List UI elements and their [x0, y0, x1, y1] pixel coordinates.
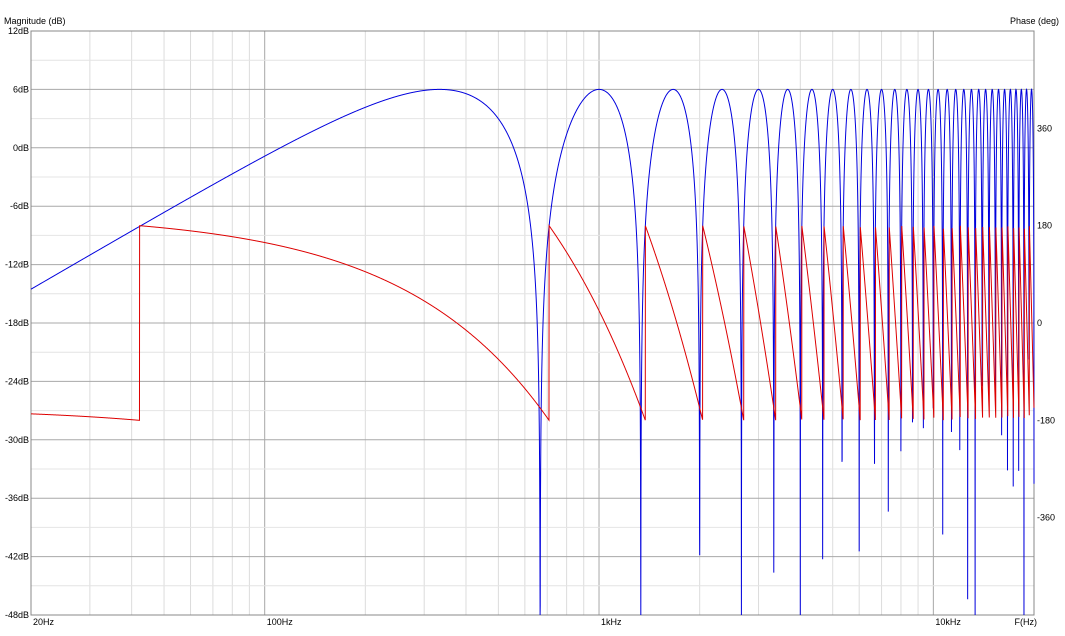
magnitude-series-line	[30, 88, 1035, 616]
right-tick-label: 180	[1037, 221, 1052, 231]
right-tick-label: 360	[1037, 123, 1052, 133]
left-tick-label: 6dB	[13, 84, 29, 94]
right-tick-label: 0	[1037, 318, 1042, 328]
x-tick-label: 100Hz	[267, 617, 294, 627]
labels-layer: Magnitude (dB) Phase (deg) F(Hz) 12dB 6dB…	[4, 16, 1059, 627]
right-tick-label: -360	[1037, 513, 1055, 523]
left-tick-label: 12dB	[8, 26, 29, 36]
left-tick-label: -6dB	[10, 201, 29, 211]
phase-series-line	[30, 224, 1035, 422]
x-tick-label: 20Hz	[33, 617, 55, 627]
right-tick-label: -180	[1037, 415, 1055, 425]
left-tick-label: 0dB	[13, 143, 29, 153]
series-layer	[30, 88, 1035, 616]
x-tick-label: 10kHz	[935, 617, 961, 627]
left-tick-label: -48dB	[5, 610, 29, 620]
left-tick-label: -42dB	[5, 552, 29, 562]
left-tick-label: -18dB	[5, 318, 29, 328]
grid	[31, 30, 1034, 616]
left-tick-label: -24dB	[5, 376, 29, 386]
x-tick-label: 1kHz	[601, 617, 622, 627]
left-axis-title: Magnitude (dB)	[4, 16, 66, 26]
right-axis-title: Phase (deg)	[1010, 16, 1059, 26]
left-tick-label: -12dB	[5, 260, 29, 270]
left-tick-label: -36dB	[5, 493, 29, 503]
left-tick-label: -30dB	[5, 435, 29, 445]
x-axis-unit-label: F(Hz)	[1015, 617, 1038, 627]
